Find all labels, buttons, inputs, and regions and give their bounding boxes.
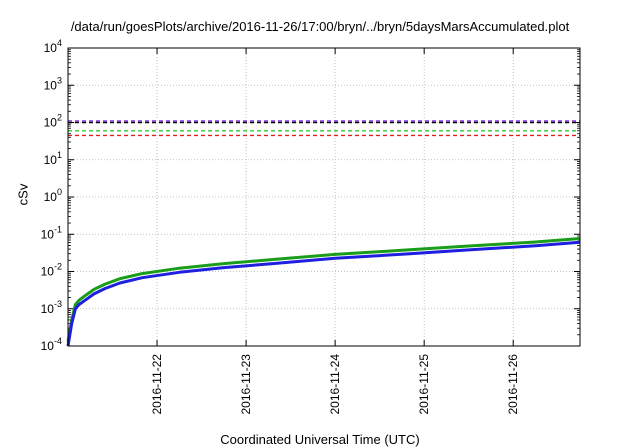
x-tick-label: 2016-11-24 (328, 354, 342, 415)
y-tick-label-exponent: 1 (57, 150, 62, 160)
data-series-line (66, 240, 581, 347)
y-tick-label-base: 10 (41, 302, 55, 316)
chart-title: /data/run/goesPlots/archive/2016-11-26/1… (70, 19, 570, 34)
y-tick-label-exponent: 4 (57, 38, 62, 48)
y-tick-label-base: 10 (44, 41, 58, 55)
y-tick-label: 10-1 (41, 224, 62, 241)
y-tick-label-exponent: -2 (54, 262, 62, 272)
y-tick-label-exponent: -3 (54, 299, 62, 309)
y-tick-label-exponent: -1 (54, 224, 62, 234)
y-tick-label-base: 10 (44, 78, 58, 92)
y-tick-label-base: 10 (44, 116, 58, 130)
x-tick-label: 2016-11-23 (239, 354, 253, 415)
y-tick-label: 103 (44, 75, 62, 92)
y-tick-label: 10-3 (41, 299, 62, 316)
x-axis-label: Coordinated Universal Time (UTC) (220, 432, 420, 447)
y-tick-label-exponent: 3 (57, 75, 62, 85)
y-tick-label-base: 10 (41, 339, 55, 353)
y-tick-label: 100 (44, 187, 62, 204)
x-tick-label: 2016-11-26 (506, 354, 520, 415)
y-tick-label: 10-2 (41, 262, 62, 279)
y-tick-label: 10-4 (41, 336, 62, 353)
y-tick-label-base: 10 (41, 265, 55, 279)
x-tick-label: 2016-11-25 (417, 354, 431, 415)
y-tick-label-base: 10 (44, 190, 58, 204)
y-tick-label: 104 (44, 38, 62, 55)
x-tick-label: 2016-11-22 (150, 354, 164, 415)
plot-frame (67, 47, 581, 347)
y-tick-label: 102 (44, 113, 62, 130)
y-tick-label: 101 (44, 150, 62, 167)
y-tick-label-exponent: 0 (57, 187, 62, 197)
y-tick-label-base: 10 (44, 153, 58, 167)
y-tick-label-exponent: -4 (54, 336, 62, 346)
y-tick-label-exponent: 2 (57, 113, 62, 123)
data-series-line (66, 237, 581, 343)
y-tick-label-base: 10 (41, 227, 55, 241)
